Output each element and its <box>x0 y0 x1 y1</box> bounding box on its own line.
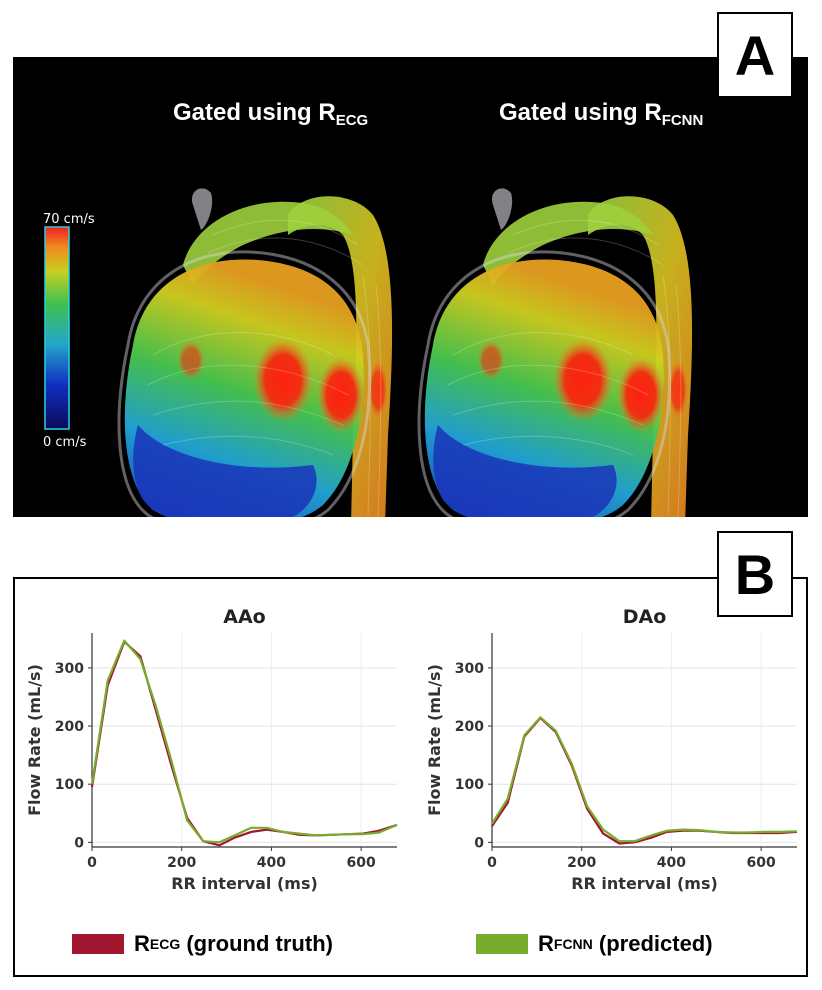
panel-a-label: A <box>717 12 793 98</box>
y-tick-label: 300 <box>55 661 84 677</box>
series-line-fcnn <box>90 639 398 844</box>
colorbar <box>44 226 70 430</box>
y-tick-label: 300 <box>455 661 484 677</box>
y-tick-label: 200 <box>55 719 84 735</box>
colorbar-min-label: 0 cm/s <box>43 435 87 450</box>
chart-title: AAo <box>223 606 265 628</box>
chart-aao: AAo 0 100 200 300 0 200 400 600 RR interval (ms) F… <box>25 606 398 893</box>
flow-render-svg: 70 cm/s 0 cm/s <box>43 186 694 517</box>
y-axis-label: Flow Rate (mL/s) <box>25 664 44 816</box>
x-tick-label: 400 <box>257 855 286 871</box>
x-tick-label: 200 <box>567 855 596 871</box>
x-tick-label: 600 <box>747 855 776 871</box>
y-tick-label: 200 <box>455 719 484 735</box>
series-line-ecg <box>491 716 798 845</box>
legend-swatch-fcnn <box>476 934 528 954</box>
y-tick-label: 0 <box>474 835 484 851</box>
x-tick-label: 400 <box>657 855 686 871</box>
heart-render-fcnn <box>417 186 694 517</box>
x-tick-label: 0 <box>487 855 497 871</box>
legend-item-fcnn: R FCNN (predicted) <box>476 930 713 958</box>
panel-b-label: B <box>717 531 793 617</box>
x-tick-label: 200 <box>167 855 196 871</box>
y-tick-label: 0 <box>74 835 84 851</box>
colorbar-max-label: 70 cm/s <box>43 212 95 227</box>
x-tick-label: 600 <box>347 855 376 871</box>
heart-render-ecg <box>117 186 394 517</box>
series-line-fcnn <box>491 716 798 843</box>
x-axis-label: RR interval (ms) <box>171 874 318 893</box>
y-tick-label: 100 <box>55 777 84 793</box>
chart-title: DAo <box>623 606 667 628</box>
x-axis-label: RR interval (ms) <box>571 874 718 893</box>
chart-dao: DAo 0 100 200 300 0 200 400 600 RR interval (ms) F… <box>425 606 798 893</box>
y-tick-label: 100 <box>455 777 484 793</box>
title-gated-ecg: Gated using RECG <box>173 99 369 129</box>
series-line-ecg <box>90 640 398 847</box>
legend-item-ecg: R ECG (ground truth) <box>72 930 333 958</box>
legend-swatch-ecg <box>72 934 124 954</box>
x-tick-label: 0 <box>87 855 97 871</box>
y-axis-label: Flow Rate (mL/s) <box>425 664 444 816</box>
panel-b-charts <box>13 577 808 977</box>
title-gated-fcnn: Gated using RFCNN <box>499 99 704 129</box>
panel-a-visualization: 70 cm/s 0 cm/s Gated using RECG Gated us… <box>13 57 808 517</box>
